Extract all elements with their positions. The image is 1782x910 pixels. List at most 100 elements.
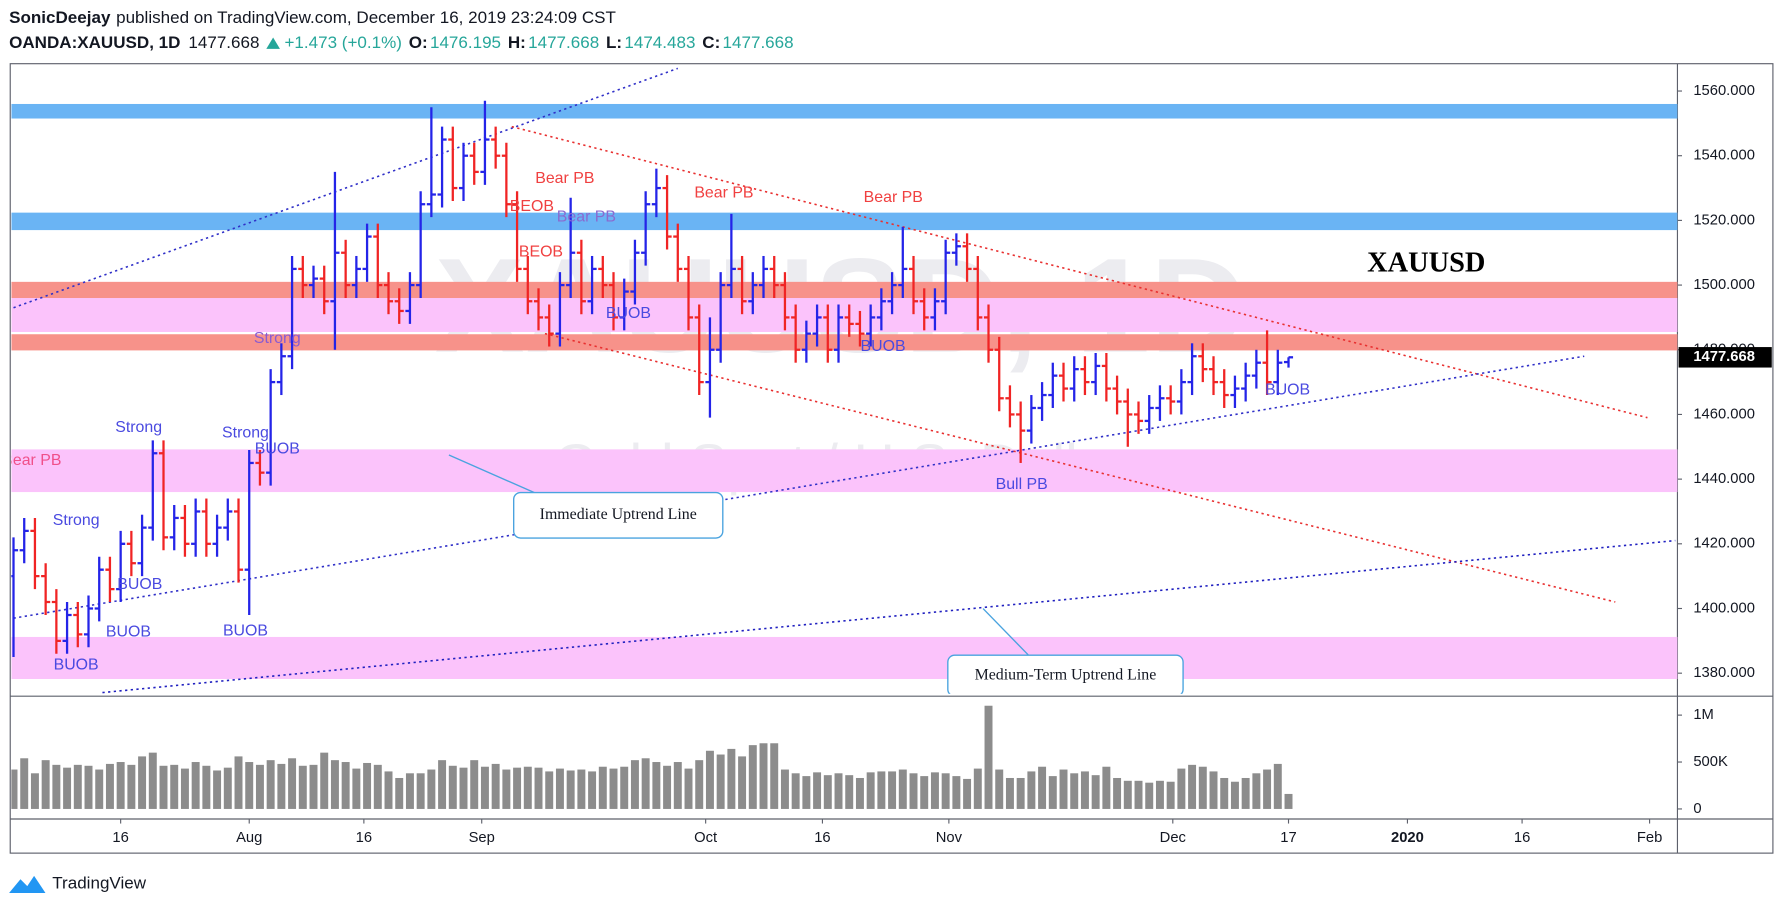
volume-bar	[555, 768, 564, 809]
volume-bar	[30, 773, 39, 809]
annotation: Bear PB	[557, 208, 616, 225]
zone	[11, 449, 1678, 493]
volume-bar	[1209, 771, 1218, 809]
y-tick-label: 1500.000	[1693, 277, 1755, 293]
volume-bar	[663, 765, 672, 809]
annotation: BUOB	[106, 624, 151, 641]
annotation: Strong	[254, 330, 301, 347]
volume-bar	[245, 762, 254, 809]
volume-bar	[823, 775, 832, 809]
volume-bar	[73, 764, 82, 809]
volume-bar	[41, 760, 50, 809]
volume-bar	[941, 773, 950, 809]
volume-bar	[1048, 776, 1057, 809]
volume-bar	[673, 762, 682, 809]
trend-line	[102, 539, 1676, 694]
volume-bar	[963, 778, 972, 809]
volume-bar	[1027, 771, 1036, 809]
y-tick-label: 1540.000	[1693, 148, 1755, 164]
volume-bar	[116, 762, 125, 809]
volume-bar	[405, 773, 414, 809]
x-tick-label: 17	[1280, 830, 1296, 846]
volume-bar	[1166, 781, 1175, 809]
volume-bar	[127, 764, 136, 809]
annotation: Strong	[53, 512, 100, 529]
volume-bar	[148, 752, 157, 809]
annotation: BUOB	[117, 576, 162, 593]
volume-bar	[480, 766, 489, 809]
volume-bar	[105, 763, 114, 809]
volume-bar	[588, 771, 597, 809]
annotation: Bear PB	[2, 452, 61, 469]
symbol: OANDA:XAUUSD, 1D	[9, 33, 180, 52]
volume-bar	[288, 758, 297, 809]
x-tick-label: Dec	[1160, 830, 1186, 846]
tv-logo	[9, 875, 46, 893]
volume-y-tick-label: 0	[1693, 801, 1701, 817]
volume-bar	[363, 762, 372, 809]
volume-bar	[1155, 780, 1164, 809]
annotation: Bull PB	[996, 476, 1048, 493]
volume-bar	[202, 765, 211, 809]
volume-bar	[1016, 777, 1025, 809]
volume-bar	[395, 777, 404, 809]
volume-bar	[1102, 766, 1111, 809]
x-tick-label: Feb	[1637, 830, 1662, 846]
callout-text: Medium-Term Uptrend Line	[975, 666, 1157, 683]
volume-bar	[491, 763, 500, 809]
volume-bar	[866, 772, 875, 809]
volume-bar	[20, 758, 29, 809]
volume-bar	[1070, 773, 1079, 809]
volume-bar	[416, 773, 425, 809]
volume-bar	[1080, 771, 1089, 809]
volume-bar	[11, 769, 18, 809]
volume-bar	[577, 769, 586, 809]
volume-bar	[180, 768, 189, 809]
x-tick-label: 16	[356, 830, 372, 846]
volume-bar	[738, 756, 747, 809]
volume-bar	[1123, 780, 1132, 809]
o-label: O:	[409, 33, 428, 52]
volume-bar	[898, 769, 907, 809]
volume-bar	[523, 766, 532, 809]
c-label: C:	[702, 33, 720, 52]
callout-text: Immediate Uptrend Line	[540, 506, 697, 523]
volume-bar	[84, 765, 93, 809]
y-tick-label: 1560.000	[1693, 83, 1755, 99]
l-label: L:	[606, 33, 622, 52]
volume-bar	[920, 776, 929, 809]
volume-bar	[952, 776, 961, 809]
header-line-2: OANDA:XAUUSD, 1D 1477.668 +1.473 (+0.1%) O:…	[9, 33, 794, 52]
volume-bar	[320, 752, 329, 809]
volume-pane	[11, 705, 1293, 809]
volume-y-tick-label: 500K	[1693, 754, 1728, 770]
volume-bar	[909, 773, 918, 809]
volume-bar	[309, 764, 318, 809]
chart-title: XAUUSD	[1367, 248, 1485, 279]
zone	[11, 298, 1678, 332]
volume-bar	[1188, 764, 1197, 809]
volume-bar	[995, 769, 1004, 809]
volume-bar	[545, 771, 554, 809]
volume-bar	[159, 765, 168, 809]
volume-bar	[1273, 763, 1282, 809]
volume-bar	[1145, 782, 1154, 809]
y-tick-label: 1400.000	[1693, 600, 1755, 616]
c-value: 1477.668	[723, 33, 794, 52]
volume-bar	[1038, 766, 1047, 809]
volume-bar	[1284, 793, 1293, 809]
volume-bar	[1134, 780, 1143, 809]
volume-bar	[513, 767, 522, 809]
volume-bar	[427, 769, 436, 809]
trend-line	[511, 125, 1648, 419]
y-tick-label: 1520.000	[1693, 212, 1755, 228]
volume-bar	[813, 772, 822, 809]
volume-bar	[234, 756, 243, 809]
annotation: Bear PB	[694, 185, 753, 202]
volume-bar	[298, 765, 307, 809]
annotation: BUOB	[54, 657, 99, 674]
h-value: 1477.668	[528, 33, 599, 52]
y-tick-label: 1420.000	[1693, 536, 1755, 552]
